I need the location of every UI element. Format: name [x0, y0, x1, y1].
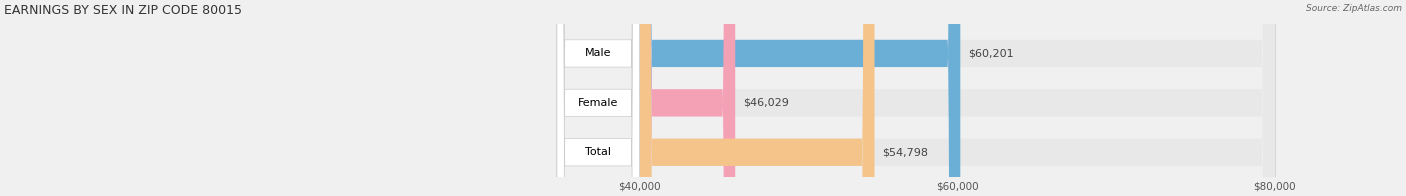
Text: Female: Female — [578, 98, 619, 108]
Text: Total: Total — [585, 147, 612, 157]
FancyBboxPatch shape — [640, 0, 1275, 196]
FancyBboxPatch shape — [640, 0, 735, 196]
Text: $60,201: $60,201 — [969, 48, 1014, 58]
FancyBboxPatch shape — [640, 0, 1275, 196]
FancyBboxPatch shape — [557, 0, 640, 196]
FancyBboxPatch shape — [640, 0, 875, 196]
Text: Source: ZipAtlas.com: Source: ZipAtlas.com — [1306, 4, 1402, 13]
FancyBboxPatch shape — [557, 0, 640, 196]
Text: Male: Male — [585, 48, 612, 58]
FancyBboxPatch shape — [640, 0, 1275, 196]
FancyBboxPatch shape — [640, 0, 960, 196]
Text: $54,798: $54,798 — [883, 147, 928, 157]
Text: EARNINGS BY SEX IN ZIP CODE 80015: EARNINGS BY SEX IN ZIP CODE 80015 — [4, 4, 242, 17]
FancyBboxPatch shape — [557, 0, 640, 196]
Text: $46,029: $46,029 — [744, 98, 789, 108]
